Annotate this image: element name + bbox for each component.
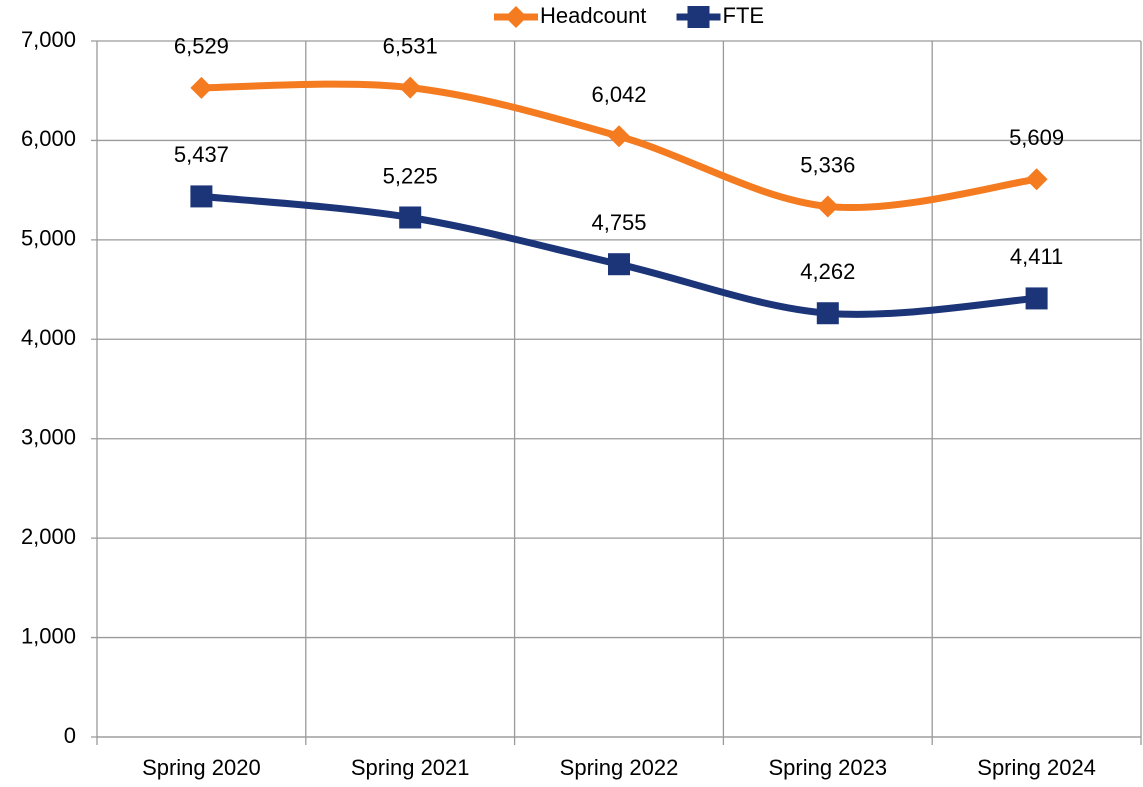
data-label: 5,609 <box>1009 125 1064 150</box>
data-label: 6,531 <box>383 33 438 58</box>
y-tick-label: 5,000 <box>21 226 76 251</box>
data-label: 4,755 <box>591 210 646 235</box>
marker <box>816 302 839 325</box>
legend-label: FTE <box>723 3 765 28</box>
data-label: 4,411 <box>1010 244 1063 269</box>
legend-label: Headcount <box>540 3 646 28</box>
data-label: 4,262 <box>800 259 855 284</box>
x-tick-label: Spring 2023 <box>768 755 887 780</box>
x-tick-label: Spring 2021 <box>351 755 470 780</box>
y-tick-label: 6,000 <box>21 126 76 151</box>
y-tick-label: 7,000 <box>21 27 76 52</box>
marker <box>608 125 630 148</box>
y-tick-label: 2,000 <box>21 524 76 549</box>
marker <box>1025 287 1048 310</box>
y-tick-label: 1,000 <box>21 623 76 648</box>
data-label: 5,437 <box>174 142 229 167</box>
data-label: 6,042 <box>591 82 646 107</box>
data-label: 6,529 <box>174 34 229 59</box>
y-tick-label: 4,000 <box>21 325 76 350</box>
data-label: 5,336 <box>800 152 855 177</box>
marker <box>190 185 213 208</box>
y-tick-label: 0 <box>64 723 76 748</box>
legend-marker <box>505 6 527 28</box>
legend-marker <box>687 6 710 28</box>
y-tick-label: 3,000 <box>21 425 76 450</box>
marker <box>399 76 422 99</box>
marker <box>399 206 422 229</box>
data-label: 5,225 <box>383 163 438 188</box>
x-tick-label: Spring 2022 <box>560 755 679 780</box>
marker <box>190 76 213 99</box>
marker <box>608 253 630 276</box>
marker <box>816 195 839 218</box>
x-tick-label: Spring 2024 <box>977 755 1096 780</box>
marker <box>1025 168 1048 191</box>
x-tick-label: Spring 2020 <box>142 755 261 780</box>
